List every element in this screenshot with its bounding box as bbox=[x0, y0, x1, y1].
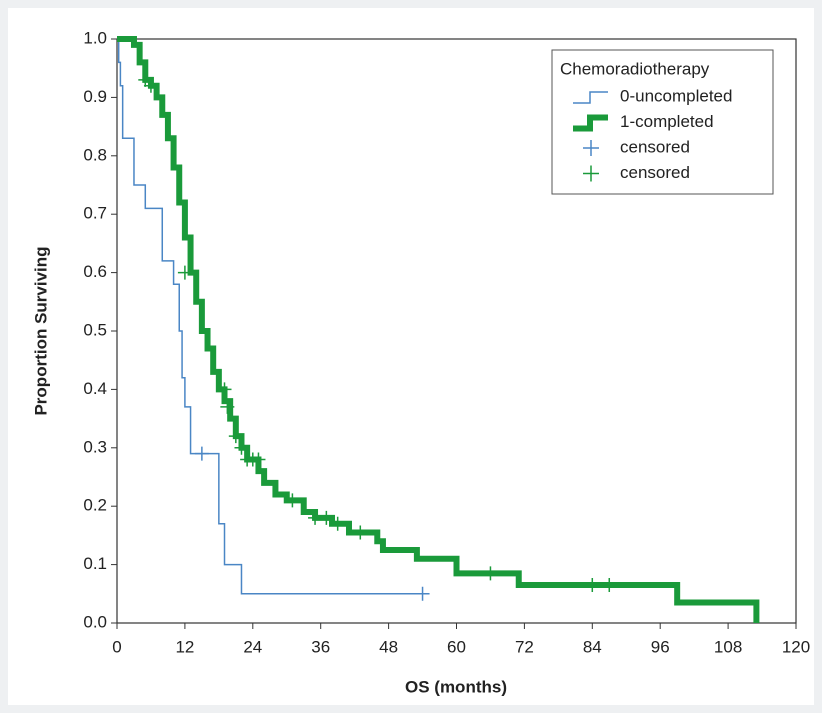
censor-mark bbox=[330, 516, 345, 531]
x-tick-label: 84 bbox=[583, 637, 602, 656]
y-tick-label: 0.6 bbox=[83, 262, 107, 281]
x-tick-label: 12 bbox=[175, 637, 194, 656]
x-tick-label: 120 bbox=[782, 637, 810, 656]
censor-mark bbox=[234, 440, 249, 455]
censor-mark bbox=[353, 525, 368, 540]
y-tick-label: 0.1 bbox=[83, 554, 107, 573]
censor-mark bbox=[217, 382, 232, 397]
legend-swatch bbox=[583, 140, 599, 156]
censor-mark bbox=[177, 265, 192, 280]
censor-mark bbox=[285, 493, 300, 508]
censor-mark bbox=[585, 578, 600, 593]
legend-label: 1-completed bbox=[620, 112, 714, 131]
censor-mark bbox=[602, 578, 617, 593]
y-tick-label: 0.0 bbox=[83, 612, 107, 631]
y-tick-label: 0.4 bbox=[83, 379, 107, 398]
censor-mark bbox=[194, 446, 209, 461]
y-tick-label: 0.3 bbox=[83, 437, 107, 456]
x-axis-title: OS (months) bbox=[405, 677, 507, 696]
y-axis-title: Proportion Surviving bbox=[31, 246, 50, 415]
survival-curve bbox=[117, 36, 760, 623]
legend-swatch bbox=[573, 91, 608, 104]
legend-title: Chemoradiotherapy bbox=[560, 59, 710, 78]
censor-mark bbox=[483, 566, 498, 581]
x-tick-label: 24 bbox=[243, 637, 262, 656]
legend-label: 0-uncompleted bbox=[620, 86, 732, 105]
x-tick-label: 60 bbox=[447, 637, 466, 656]
legend-swatch bbox=[573, 114, 608, 132]
y-tick-label: 0.9 bbox=[83, 87, 107, 106]
y-tick-label: 0.8 bbox=[83, 145, 107, 164]
y-tick-label: 0.5 bbox=[83, 320, 107, 339]
legend-label: censored bbox=[620, 163, 690, 182]
y-tick-label: 1.0 bbox=[83, 28, 107, 47]
x-tick-label: 72 bbox=[515, 637, 534, 656]
x-tick-label: 108 bbox=[714, 637, 742, 656]
censor-mark bbox=[138, 72, 153, 87]
censor-mark bbox=[319, 510, 334, 525]
censor-mark bbox=[143, 78, 158, 93]
x-tick-label: 48 bbox=[379, 637, 398, 656]
survival-curve bbox=[117, 38, 423, 595]
censor-mark bbox=[228, 429, 243, 444]
censor-mark bbox=[415, 586, 430, 601]
y-tick-label: 0.7 bbox=[83, 204, 107, 223]
censor-mark bbox=[251, 452, 266, 467]
legend-label: censored bbox=[620, 137, 690, 156]
x-tick-label: 0 bbox=[112, 637, 121, 656]
x-tick-label: 36 bbox=[311, 637, 330, 656]
x-tick-label: 96 bbox=[651, 637, 670, 656]
legend-swatch bbox=[583, 165, 599, 182]
censor-mark bbox=[220, 399, 235, 414]
y-tick-label: 0.2 bbox=[83, 496, 107, 515]
